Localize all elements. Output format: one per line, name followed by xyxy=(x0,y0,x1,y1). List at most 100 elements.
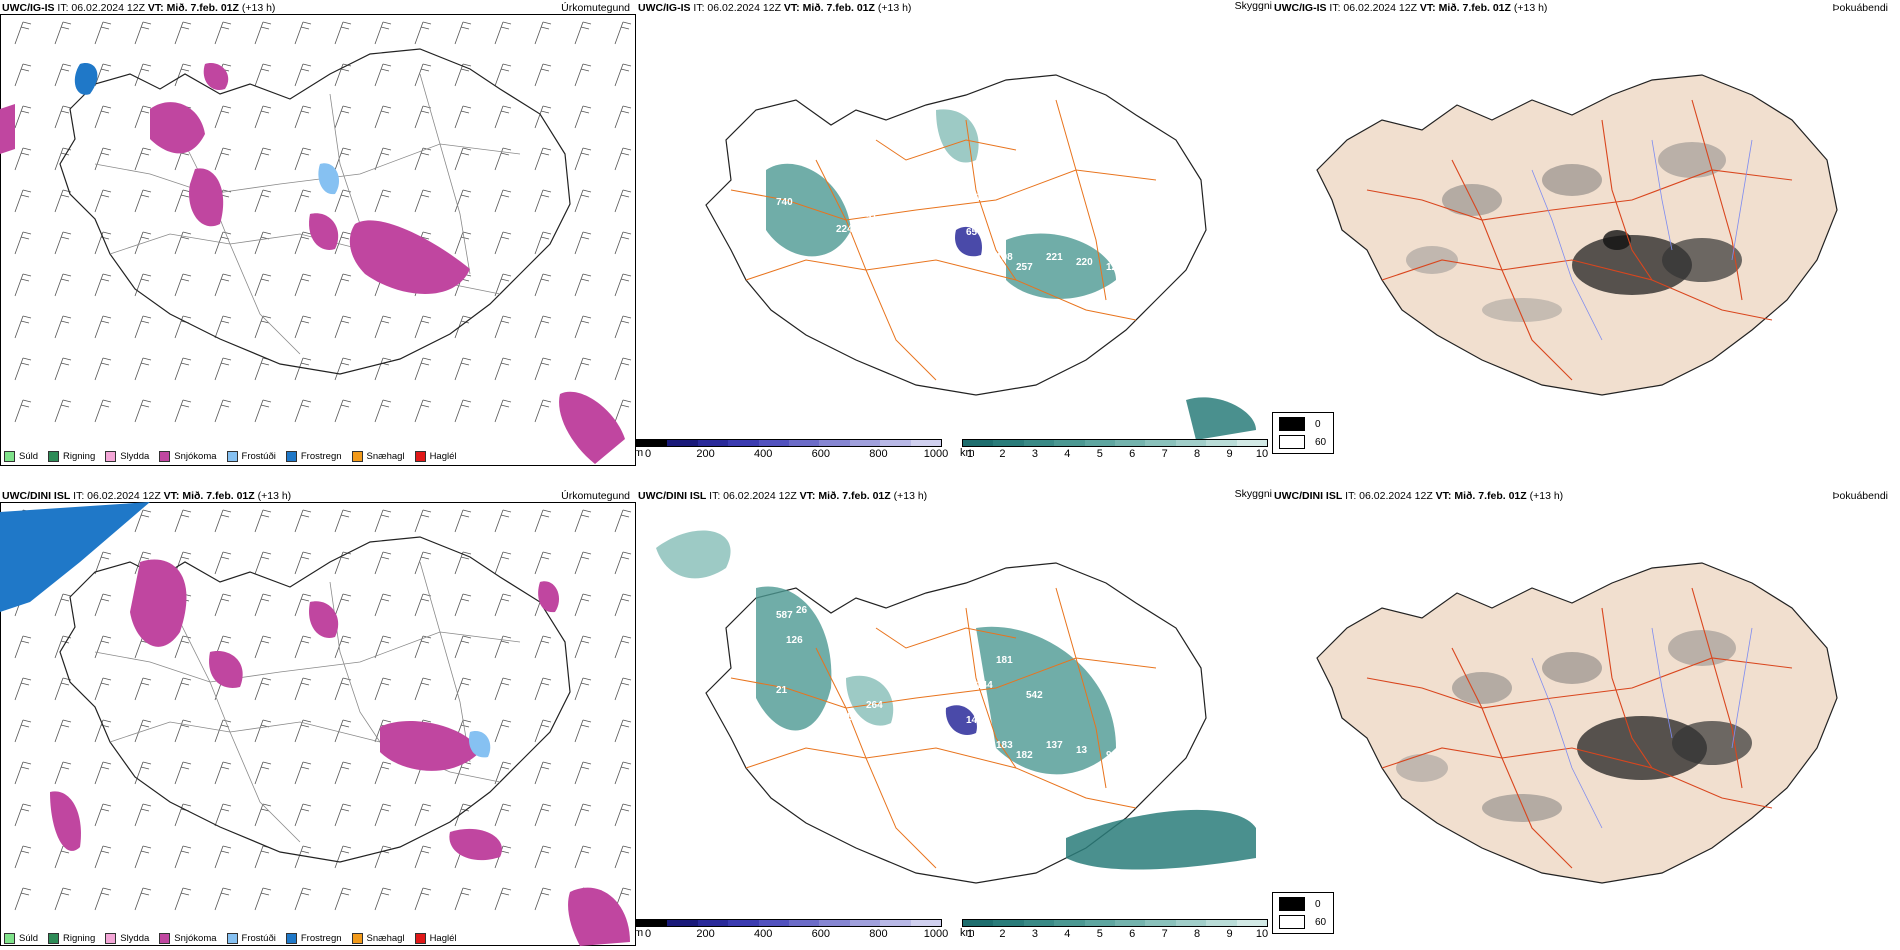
wind-barb xyxy=(614,845,632,869)
colorbar-swatch xyxy=(1023,440,1055,446)
wind-barb xyxy=(294,105,312,129)
wind-barb xyxy=(374,509,392,533)
cloud-base-value: 110 xyxy=(746,720,763,731)
map-frame xyxy=(0,14,636,466)
panel-header: UWC/DINI ISL IT: 06.02.2024 12Z VT: Mið.… xyxy=(2,490,291,502)
colorbar-swatches xyxy=(962,919,1268,927)
cloud-base-value: 587 xyxy=(776,610,793,621)
wind-barb xyxy=(254,231,272,255)
frostregn-area xyxy=(0,502,150,612)
wind-barb xyxy=(94,147,112,171)
wind-barb xyxy=(94,357,112,381)
legend-label: Snjókoma xyxy=(174,933,217,944)
valid-time: VT: Mið. 7.feb. 01Z xyxy=(799,490,891,502)
wind-barb xyxy=(294,887,312,911)
panel-title: Úrkomutegund xyxy=(561,2,630,14)
wind-barb xyxy=(494,399,512,423)
cloud-base-value: 183 xyxy=(996,740,1013,751)
wind-barb xyxy=(254,357,272,381)
legend-value: 0 xyxy=(1315,898,1321,910)
wind-barb xyxy=(574,231,592,255)
colorbar-swatch xyxy=(1054,920,1085,926)
cloud-base-value: 116 xyxy=(906,232,923,243)
snow-area xyxy=(0,104,15,154)
legend-label: Slydda xyxy=(120,933,150,944)
cloud-base-value: 274 xyxy=(786,147,803,158)
colorbar-swatch xyxy=(1236,920,1268,926)
wind-barb xyxy=(374,399,392,423)
cloud-base-value: 221 xyxy=(1046,252,1063,263)
wind-barb xyxy=(574,593,592,617)
wind-barb xyxy=(494,677,512,701)
wind-barb xyxy=(254,887,272,911)
colorbar-swatch xyxy=(880,440,911,446)
cloud-base-value: 224 xyxy=(836,224,853,235)
colorbar-tick-label: 200 xyxy=(696,448,715,460)
wind-barb xyxy=(14,63,32,87)
wind-barb xyxy=(214,399,232,423)
cloud-base-value: 27 xyxy=(936,152,948,163)
colorbar-tick-label: 1 xyxy=(966,448,974,460)
legend-item: Haglél xyxy=(414,451,457,462)
wind-barb xyxy=(454,635,472,659)
legend-label: Frostúði xyxy=(241,933,276,944)
colorbar-ticks: 0 200 400 600 800 1000 xyxy=(636,927,948,941)
legend-item: Slydda xyxy=(105,451,149,462)
wind-barb xyxy=(294,719,312,743)
wind-barb xyxy=(454,315,472,339)
legend-swatch xyxy=(414,451,426,462)
wind-barb xyxy=(134,273,152,297)
wind-barb xyxy=(254,593,272,617)
wind-barb xyxy=(414,803,432,827)
colorbar-tick-label: 2 xyxy=(999,448,1006,460)
wind-barb xyxy=(534,357,552,381)
wind-barb xyxy=(334,273,352,297)
visibility-areas xyxy=(766,109,1256,440)
iceland-coastline xyxy=(705,74,1207,396)
colorbar-swatch xyxy=(993,440,1024,446)
wind-barb xyxy=(54,635,72,659)
snow-area xyxy=(130,559,187,647)
wind-barb xyxy=(374,635,392,659)
wind-barb xyxy=(54,357,72,381)
wind-barb xyxy=(574,21,592,45)
precip-areas xyxy=(0,502,630,946)
wind-barb xyxy=(54,677,72,701)
colorbar-unit: km xyxy=(960,927,975,939)
wind-barb xyxy=(254,509,272,533)
wind-barb xyxy=(334,845,352,869)
colorbar-tick-label: 600 xyxy=(811,448,830,460)
wind-barb xyxy=(534,105,552,129)
snow-area xyxy=(189,168,224,227)
frostudi-area xyxy=(318,163,340,195)
wind-barb xyxy=(54,63,72,87)
valid-time: VT: Mið. 7.feb. 01Z xyxy=(1435,490,1527,502)
legend-item: Súld xyxy=(4,451,38,462)
wind-barb xyxy=(54,315,72,339)
wind-barb xyxy=(254,399,272,423)
wind-barb xyxy=(534,399,552,423)
wind-barb xyxy=(574,677,592,701)
wind-barb xyxy=(14,147,32,171)
wind-barb xyxy=(494,273,512,297)
wind-barb xyxy=(134,677,152,701)
legend-swatch xyxy=(285,451,297,462)
wind-barb xyxy=(54,887,72,911)
legend-swatch xyxy=(159,451,171,462)
panel-title: Úrkomutegund xyxy=(561,490,630,502)
snow-area xyxy=(203,63,229,90)
colorbar-tick-label: 5 xyxy=(1096,928,1103,940)
wind-barb xyxy=(294,189,312,213)
model-name: UWC/IG-IS xyxy=(1274,2,1327,14)
cloud-base-value: 264 xyxy=(866,700,883,711)
cloud-base-value: 51 xyxy=(866,212,878,223)
legend-swatch xyxy=(105,451,117,462)
colorbar-swatch xyxy=(728,440,759,446)
lead-time: (+13 h) xyxy=(257,490,292,502)
wind-barb xyxy=(294,845,312,869)
wind-barb xyxy=(94,105,112,129)
legend-item: Snjókoma xyxy=(159,451,217,462)
wind-barb xyxy=(174,273,192,297)
model-name: UWC/DINI ISL xyxy=(1274,490,1343,502)
legend-label: Haglél xyxy=(429,451,457,462)
